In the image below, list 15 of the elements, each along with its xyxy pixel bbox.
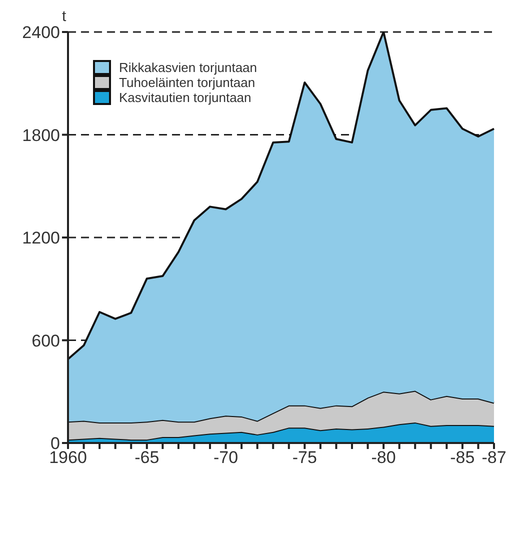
legend-label: Rikkakasvien torjuntaan — [118, 60, 258, 75]
x-tick-label: -85 — [450, 448, 475, 468]
x-tick-label: -75 — [292, 448, 317, 468]
y-axis-title: t — [62, 8, 66, 25]
y-tick-label: 2400 — [22, 23, 60, 42]
x-tick-label: -80 — [371, 448, 396, 468]
legend-label: Tuhoeläinten torjuntaan — [118, 75, 256, 90]
x-tick-label: -70 — [213, 448, 238, 468]
y-tick-label: 600 — [32, 331, 60, 350]
legend-label: Kasvitautien torjuntaan — [118, 90, 252, 105]
y-tick-label: 1200 — [22, 228, 60, 248]
y-tick-label: 1800 — [22, 126, 60, 145]
x-tick-label: -65 — [134, 448, 160, 468]
x-tick-label: -87 — [482, 448, 506, 468]
x-tick-label: 1960 — [49, 448, 87, 468]
